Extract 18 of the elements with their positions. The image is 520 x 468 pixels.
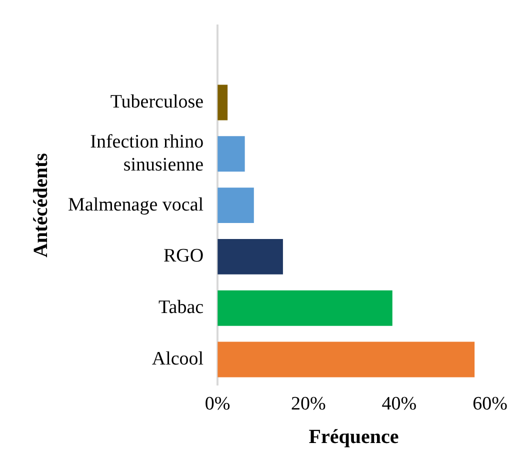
x-tick-label: 20% — [290, 394, 326, 415]
bar — [218, 136, 245, 172]
y-tick-label: Malmenage vocal — [68, 194, 204, 216]
x-tick-label: 40% — [382, 394, 417, 415]
y-tick-label: RGO — [163, 246, 204, 267]
bar — [218, 238, 283, 274]
bar — [218, 290, 392, 326]
y-tick-label: Infection rhino sinusienne — [90, 131, 204, 176]
y-tick-label: Tuberculose — [110, 91, 204, 112]
bar — [218, 84, 228, 120]
bar — [218, 188, 254, 224]
x-tick-label: 60% — [472, 394, 508, 415]
x-axis-title: Fréquence — [308, 426, 399, 448]
bar — [218, 342, 475, 378]
x-tick-label: 0% — [204, 394, 230, 415]
y-tick-label: Tabac — [158, 297, 204, 318]
y-tick-label: Alcool — [152, 348, 204, 370]
y-axis-title: Antécédents — [30, 152, 52, 258]
